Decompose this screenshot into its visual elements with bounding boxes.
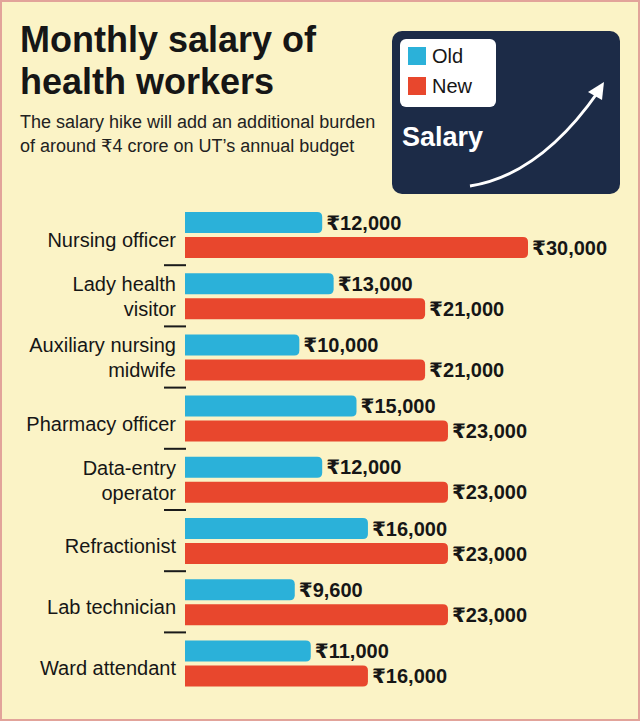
data-label: ₹9,600 [299,579,363,601]
bar [185,273,334,294]
separator [164,387,186,389]
bar [185,298,425,319]
data-label: ₹12,000 [326,212,401,234]
data-label: ₹23,000 [452,420,527,442]
data-label: ₹23,000 [452,604,527,626]
data-label: ₹23,000 [452,543,527,565]
legend-label: Old [432,45,463,67]
bar [185,482,448,503]
data-label: ₹23,000 [452,481,527,503]
category-label: visitor [124,298,177,320]
category-label: Lab technician [47,596,176,618]
data-label: ₹16,000 [372,518,447,540]
category-label: midwife [108,359,176,381]
category-label: Auxiliary nursing [29,334,176,356]
category-label: Data-entry [83,457,176,479]
bar [185,518,368,539]
labels: Nursing officer ₹12,000 ₹30,000 Lady health… [26,212,607,687]
data-label: ₹21,000 [429,298,504,320]
bar [185,457,322,478]
bars [185,212,528,686]
bar [185,665,368,686]
category-label: Pharmacy officer [26,413,176,435]
data-label: ₹30,000 [532,237,607,259]
bar [185,334,299,355]
data-label: ₹12,000 [326,456,401,478]
annotation: Salary [402,122,483,152]
category-label: Refractionist [65,535,177,557]
separator [164,448,186,450]
bar [185,396,357,417]
chart: Monthly salary ofhealth workers The salar… [0,0,640,721]
icon-box [392,31,620,194]
legend: Old New [400,39,496,107]
legend-swatch [408,77,426,95]
bar [185,237,528,258]
data-label: ₹16,000 [372,665,447,687]
legend-label: New [432,75,473,97]
bar [185,359,425,380]
data-label: ₹10,000 [303,334,378,356]
category-label: Nursing officer [47,229,176,251]
subtitle: of around ₹4 crore on UT’s annual budget [20,136,354,156]
separator [164,509,186,511]
bar [185,543,448,564]
bar [185,579,295,600]
legend-swatch [408,47,426,65]
arrow-head [588,82,604,100]
bar [185,212,322,233]
data-label: ₹13,000 [338,273,413,295]
title: health workers [20,61,274,102]
separator [164,631,186,633]
background [1,1,639,720]
separator [164,325,186,327]
bar [185,421,448,442]
category-label: operator [102,482,177,504]
legend-box [400,39,496,107]
data-label: ₹15,000 [361,395,436,417]
bar [185,640,311,661]
data-label: ₹21,000 [429,359,504,381]
separator [164,264,186,266]
data-label: ₹11,000 [315,640,389,662]
category-label: Lady health [73,273,176,295]
category-label: Ward attendant [40,657,176,679]
subtitle: The salary hike will add an additional b… [20,112,375,132]
separator [164,570,186,572]
title: Monthly salary of [20,19,317,60]
bar [185,604,448,625]
